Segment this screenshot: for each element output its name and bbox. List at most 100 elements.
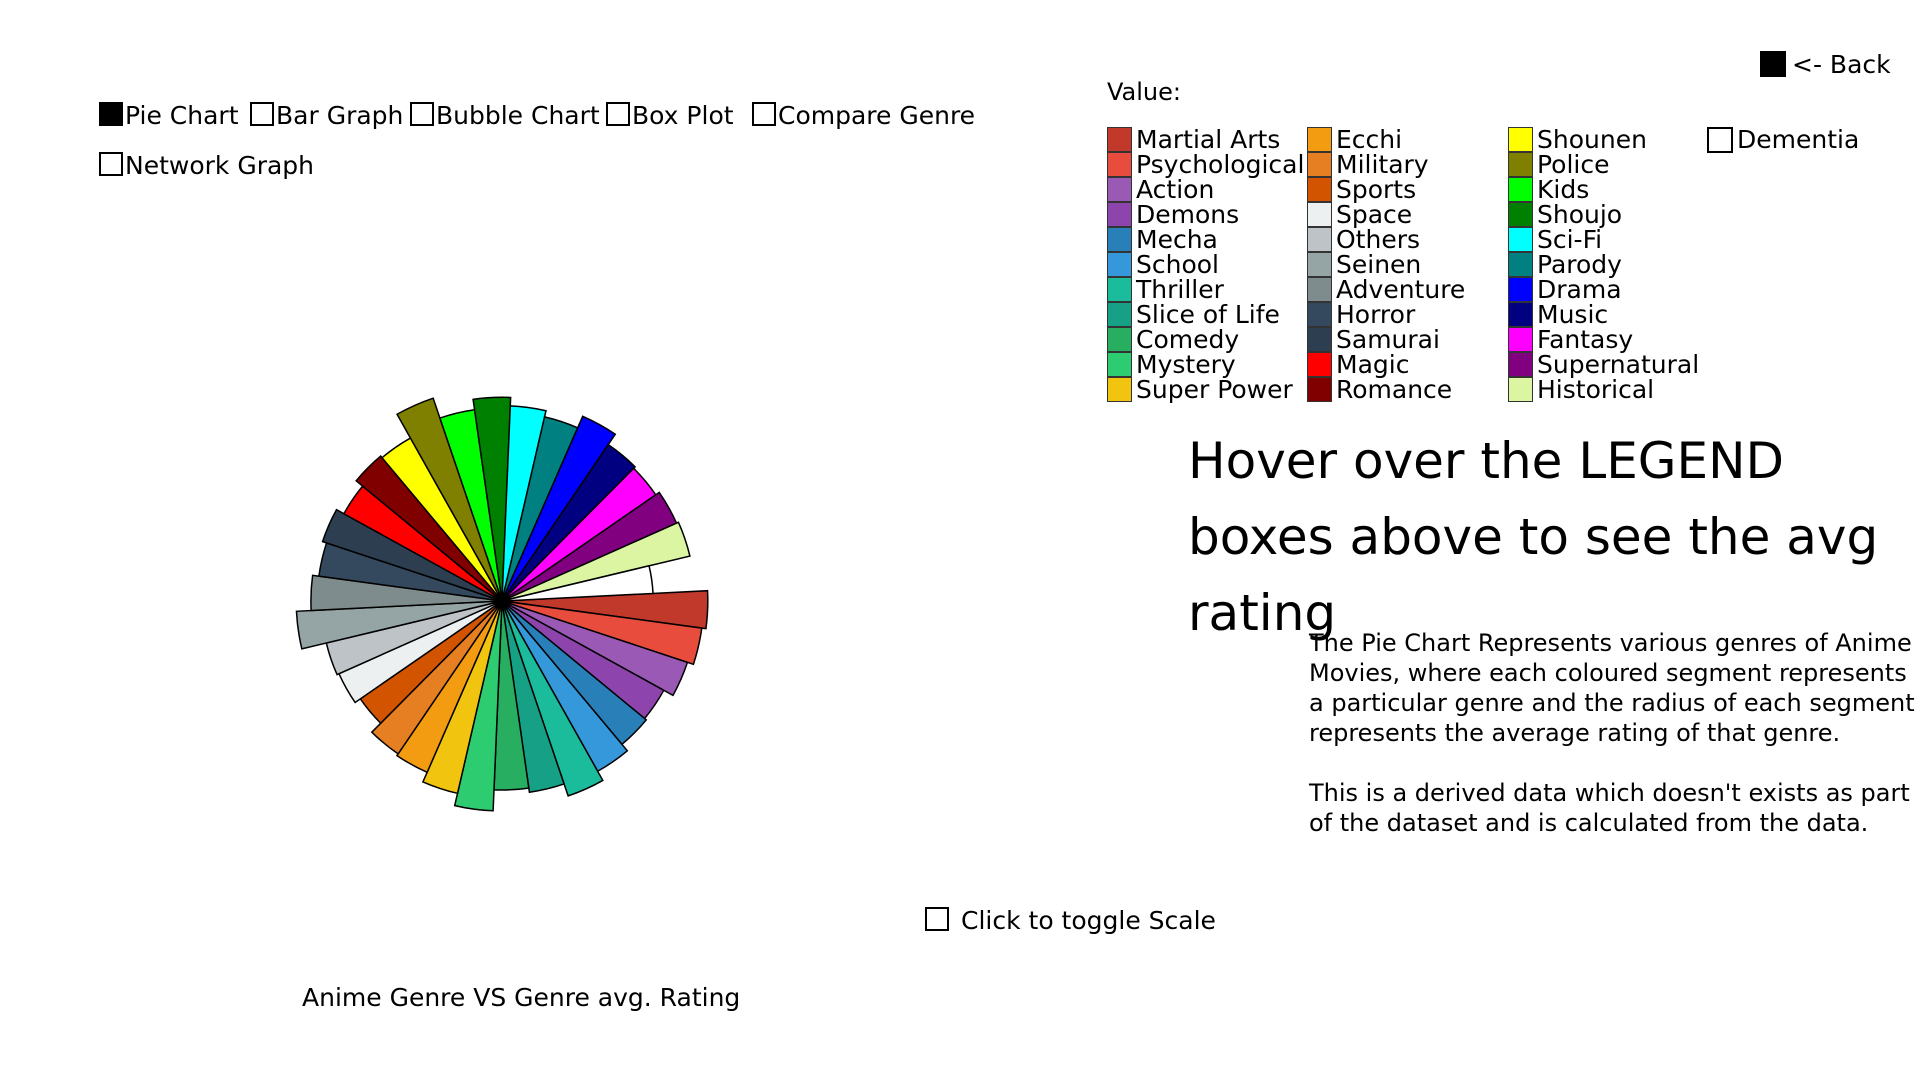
box-plot-checkbox[interactable] bbox=[606, 102, 630, 126]
legend-swatch[interactable] bbox=[1307, 227, 1332, 252]
legend-item[interactable]: Super Power bbox=[1107, 377, 1293, 402]
pie-slice[interactable] bbox=[310, 574, 503, 612]
legend-swatch[interactable] bbox=[1307, 127, 1332, 152]
legend-item[interactable]: Thriller bbox=[1107, 277, 1224, 302]
legend-item[interactable]: Military bbox=[1307, 152, 1429, 177]
legend-item[interactable]: Ecchi bbox=[1307, 127, 1402, 152]
scale-toggle-checkbox[interactable] bbox=[925, 907, 949, 931]
legend-item[interactable]: Music bbox=[1508, 302, 1608, 327]
legend-swatch[interactable] bbox=[1307, 277, 1332, 302]
legend-swatch[interactable] bbox=[1107, 177, 1132, 202]
legend-item[interactable]: Dementia bbox=[1707, 127, 1859, 153]
legend-swatch[interactable] bbox=[1307, 252, 1332, 277]
legend-swatch[interactable] bbox=[1107, 127, 1132, 152]
legend-item[interactable]: Drama bbox=[1508, 277, 1622, 302]
pie-slice[interactable] bbox=[421, 600, 503, 795]
legend-item[interactable]: Mecha bbox=[1107, 227, 1218, 252]
pie-slice[interactable] bbox=[501, 600, 604, 797]
pie-chart-checkbox[interactable] bbox=[99, 102, 123, 126]
legend-item[interactable]: School bbox=[1107, 252, 1219, 277]
pie-slice[interactable] bbox=[295, 600, 503, 650]
menu-network-graph[interactable]: Network Graph bbox=[99, 151, 314, 181]
legend-swatch[interactable] bbox=[1307, 177, 1332, 202]
legend-item[interactable]: Space bbox=[1307, 202, 1412, 227]
legend-swatch[interactable] bbox=[1508, 202, 1533, 227]
legend-swatch[interactable] bbox=[1107, 302, 1132, 327]
legend-item[interactable]: Romance bbox=[1307, 377, 1452, 402]
legend-swatch[interactable] bbox=[1707, 127, 1733, 153]
network-graph-checkbox[interactable] bbox=[99, 152, 123, 176]
legend-swatch[interactable] bbox=[1508, 177, 1533, 202]
legend-swatch[interactable] bbox=[1107, 227, 1132, 252]
pie-slice[interactable] bbox=[501, 600, 566, 794]
legend-item[interactable]: Demons bbox=[1107, 202, 1239, 227]
pie-slice[interactable] bbox=[501, 521, 691, 602]
legend-swatch[interactable] bbox=[1107, 327, 1132, 352]
legend-swatch[interactable] bbox=[1508, 327, 1533, 352]
compare-genre-checkbox[interactable] bbox=[752, 102, 776, 126]
legend-item[interactable]: Magic bbox=[1307, 352, 1409, 377]
back-button[interactable]: <- Back bbox=[1760, 50, 1891, 79]
legend-item[interactable]: Fantasy bbox=[1508, 327, 1633, 352]
menu-bar-graph[interactable]: Bar Graph bbox=[250, 101, 403, 131]
legend-item[interactable]: Samurai bbox=[1307, 327, 1440, 352]
legend-item[interactable]: Action bbox=[1107, 177, 1214, 202]
legend-item[interactable]: Adventure bbox=[1307, 277, 1465, 302]
pie-slice[interactable] bbox=[355, 455, 503, 602]
legend-item[interactable]: Sports bbox=[1307, 177, 1416, 202]
legend-item[interactable]: Slice of Life bbox=[1107, 302, 1280, 327]
legend-swatch[interactable] bbox=[1307, 302, 1332, 327]
legend-swatch[interactable] bbox=[1508, 352, 1533, 377]
pie-slice[interactable] bbox=[501, 564, 654, 602]
legend-swatch[interactable] bbox=[1508, 302, 1533, 327]
pie-slice[interactable] bbox=[396, 397, 503, 602]
legend-swatch[interactable] bbox=[1107, 352, 1132, 377]
legend-swatch[interactable] bbox=[1508, 252, 1533, 277]
legend-item[interactable]: Horror bbox=[1307, 302, 1415, 327]
legend-item[interactable]: Shoujo bbox=[1508, 202, 1622, 227]
pie-slice[interactable] bbox=[321, 508, 503, 602]
legend-item[interactable]: Martial Arts bbox=[1107, 127, 1280, 152]
legend-item[interactable]: Seinen bbox=[1307, 252, 1421, 277]
legend-swatch[interactable] bbox=[1107, 202, 1132, 227]
legend-swatch[interactable] bbox=[1107, 377, 1132, 402]
scale-toggle[interactable]: Click to toggle Scale bbox=[925, 906, 1216, 935]
legend-item[interactable]: Parody bbox=[1508, 252, 1622, 277]
legend-swatch[interactable] bbox=[1307, 152, 1332, 177]
legend-swatch[interactable] bbox=[1307, 377, 1332, 402]
legend-swatch[interactable] bbox=[1508, 152, 1533, 177]
pie-slice[interactable] bbox=[370, 600, 503, 755]
legend-item[interactable]: Supernatural bbox=[1508, 352, 1699, 377]
pie-slice[interactable] bbox=[501, 589, 709, 630]
menu-pie-chart[interactable]: Pie Chart bbox=[99, 101, 239, 131]
legend-item[interactable]: Sci-Fi bbox=[1508, 227, 1602, 252]
legend-item[interactable]: Shounen bbox=[1508, 127, 1647, 152]
legend-item[interactable]: Mystery bbox=[1107, 352, 1236, 377]
pie-slice[interactable] bbox=[501, 443, 637, 602]
pie-slice[interactable] bbox=[395, 600, 503, 774]
legend-swatch[interactable] bbox=[1508, 377, 1533, 402]
pie-slice[interactable] bbox=[501, 600, 689, 697]
legend-swatch[interactable] bbox=[1107, 277, 1132, 302]
menu-box-plot[interactable]: Box Plot bbox=[606, 101, 734, 131]
legend-swatch[interactable] bbox=[1307, 202, 1332, 227]
legend-item[interactable]: Comedy bbox=[1107, 327, 1239, 352]
legend-item[interactable]: Police bbox=[1508, 152, 1610, 177]
legend-swatch[interactable] bbox=[1307, 327, 1332, 352]
legend-item[interactable]: Kids bbox=[1508, 177, 1589, 202]
legend-swatch[interactable] bbox=[1508, 127, 1533, 152]
legend-item[interactable]: Psychological bbox=[1107, 152, 1304, 177]
legend-swatch[interactable] bbox=[1508, 277, 1533, 302]
legend-swatch[interactable] bbox=[1107, 152, 1132, 177]
legend-item[interactable]: Others bbox=[1307, 227, 1420, 252]
pie-slice[interactable] bbox=[472, 396, 512, 602]
menu-bubble-chart[interactable]: Bubble Chart bbox=[410, 101, 600, 131]
bubble-chart-checkbox[interactable] bbox=[410, 102, 434, 126]
pie-slice[interactable] bbox=[501, 415, 617, 602]
legend-swatch[interactable] bbox=[1307, 352, 1332, 377]
menu-compare-genre[interactable]: Compare Genre bbox=[752, 101, 975, 131]
legend-item[interactable]: Historical bbox=[1508, 377, 1654, 402]
legend-swatch[interactable] bbox=[1107, 252, 1132, 277]
legend-swatch[interactable] bbox=[1508, 227, 1533, 252]
bar-graph-checkbox[interactable] bbox=[250, 102, 274, 126]
